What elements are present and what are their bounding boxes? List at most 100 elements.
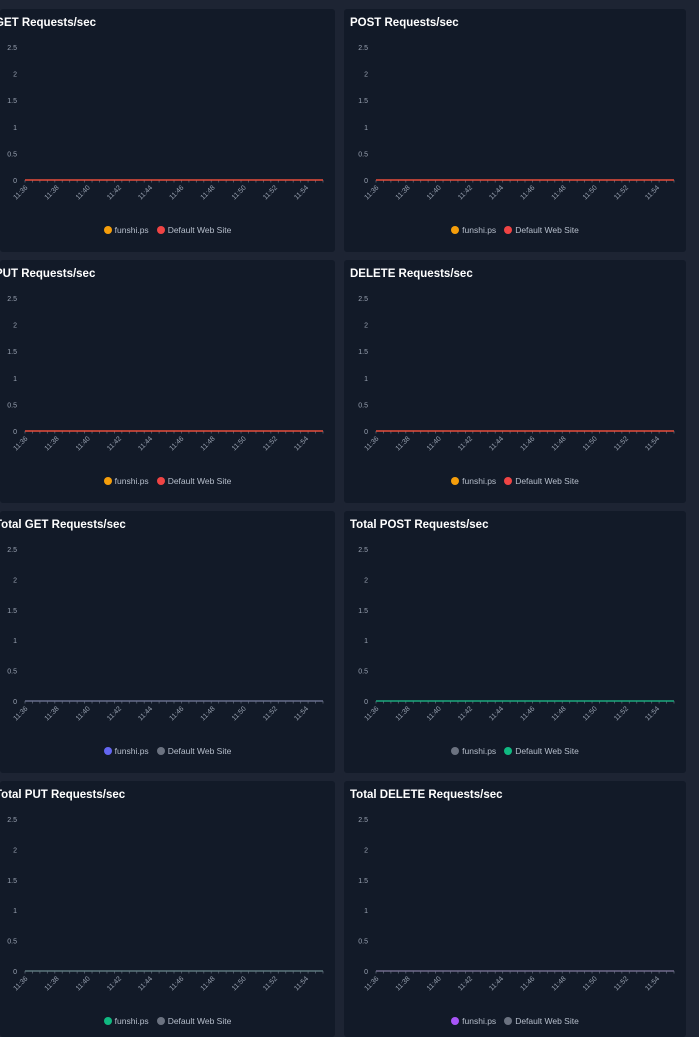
legend-dot-icon xyxy=(451,747,460,755)
y-tick-label: 0.5 xyxy=(358,669,368,676)
chart-title: Total DELETE Requests/sec xyxy=(350,789,503,801)
legend-item[interactable]: Default Web Site xyxy=(504,746,579,756)
chart-panel-post-requests: POST Requests/sec 0 0.5 1 1.5 2 2.5 11:36 11:38… xyxy=(344,9,686,252)
x-tick-label: 11:52 xyxy=(613,435,630,452)
chart-plot: 0 0.5 1 1.5 2 2.5 11:36 11:38 11:40 11:42 11:44 11:… xyxy=(7,547,324,722)
legend-label: Default Web Site xyxy=(515,476,579,486)
legend-item[interactable]: Default Web Site xyxy=(504,225,579,235)
legend-item[interactable]: funshi.ps xyxy=(451,225,496,235)
x-tick-label: 11:46 xyxy=(519,184,536,201)
y-tick-label: 1.5 xyxy=(358,878,368,885)
y-tick-label: 2.5 xyxy=(7,547,17,554)
chart-panel-total-put-requests: Total PUT Requests/sec 0 0.5 1 1.5 2 2.5 11:36… xyxy=(0,781,335,1037)
x-tick-label: 11:38 xyxy=(395,435,412,452)
chart-legend: funshi.ps Default Web Site xyxy=(344,1016,686,1026)
y-tick-label: 1 xyxy=(13,376,17,383)
legend-label: Default Web Site xyxy=(167,1016,232,1026)
x-tick-label: 11:40 xyxy=(75,705,92,722)
y-tick-label: 0 xyxy=(364,178,368,185)
x-tick-label: 11:36 xyxy=(363,705,380,722)
legend-dot-icon xyxy=(103,1017,112,1025)
x-tick-label: 11:48 xyxy=(551,975,568,992)
x-tick-label: 11:38 xyxy=(395,184,412,201)
x-tick-label: 11:48 xyxy=(551,435,568,452)
x-tick-label: 11:50 xyxy=(582,184,599,201)
y-tick-label: 2 xyxy=(13,847,17,854)
legend-label: Default Web Site xyxy=(515,746,579,756)
legend-item[interactable]: Default Web Site xyxy=(504,1016,579,1026)
legend-item[interactable]: funshi.ps xyxy=(451,1016,496,1026)
x-tick-label: 11:46 xyxy=(168,705,185,722)
y-tick-label: 2.5 xyxy=(7,817,17,824)
y-tick-label: 1.5 xyxy=(7,608,17,615)
x-tick-label: 11:52 xyxy=(262,705,279,722)
legend-label: funshi.ps xyxy=(114,476,149,486)
y-tick-label: 0.5 xyxy=(7,402,17,409)
legend-item[interactable]: funshi.ps xyxy=(103,746,149,756)
y-tick-label: 0.5 xyxy=(7,151,17,158)
x-tick-label: 11:46 xyxy=(168,975,185,992)
chart-panel-get-requests: GET Requests/sec 0 0.5 1 1.5 2 2.5 11:36 11:38 1… xyxy=(0,9,335,252)
x-tick-label: 11:54 xyxy=(644,184,661,201)
chart-title: Total POST Requests/sec xyxy=(350,519,489,531)
x-tick-label: 11:40 xyxy=(75,184,92,201)
legend-label: funshi.ps xyxy=(462,225,497,235)
x-tick-label: 11:36 xyxy=(12,184,29,201)
legend-item[interactable]: funshi.ps xyxy=(451,476,496,486)
chart-plot: 0 0.5 1 1.5 2 2.5 11:36 11:38 11:40 11:42 11:44 11:… xyxy=(7,296,324,452)
legend-dot-icon xyxy=(504,477,513,485)
x-tick-label: 11:48 xyxy=(200,705,217,722)
chart-title: Total GET Requests/sec xyxy=(0,519,126,531)
legend-item[interactable]: funshi.ps xyxy=(103,225,149,235)
y-tick-label: 0 xyxy=(364,969,368,976)
x-tick-label: 11:48 xyxy=(200,184,217,201)
x-tick-label: 11:42 xyxy=(457,705,474,722)
chart-panel-delete-requests: DELETE Requests/sec 0 0.5 1 1.5 2 2.5 11:36 11:… xyxy=(344,260,686,503)
x-tick-label: 11:36 xyxy=(363,435,380,452)
y-tick-label: 0 xyxy=(13,699,17,706)
x-tick-label: 11:42 xyxy=(106,705,123,722)
chart-plot: 0 0.5 1 1.5 2 2.5 11:36 11:38 11:40 11:42 11:44 11:… xyxy=(358,296,675,452)
legend-dot-icon xyxy=(103,477,112,485)
legend-dot-icon xyxy=(451,477,460,485)
x-tick-label: 11:42 xyxy=(106,435,123,452)
x-tick-label: 11:50 xyxy=(231,975,248,992)
y-tick-label: 1.5 xyxy=(358,98,368,105)
legend-item[interactable]: Default Web Site xyxy=(156,1016,232,1026)
y-tick-label: 1 xyxy=(364,908,368,915)
x-tick-label: 11:42 xyxy=(457,184,474,201)
x-tick-label: 11:42 xyxy=(457,435,474,452)
chart-plot: 0 0.5 1 1.5 2 2.5 11:36 11:38 11:40 11:42 11:44 11:… xyxy=(7,45,324,201)
legend-item[interactable]: funshi.ps xyxy=(103,1016,149,1026)
legend-dot-icon xyxy=(504,1017,513,1025)
legend-item[interactable]: funshi.ps xyxy=(451,746,496,756)
legend-item[interactable]: Default Web Site xyxy=(156,476,231,486)
y-tick-label: 1 xyxy=(13,638,17,645)
x-tick-label: 11:50 xyxy=(582,435,599,452)
legend-label: funshi.ps xyxy=(462,1016,497,1026)
y-tick-label: 1 xyxy=(364,638,368,645)
y-tick-label: 2.5 xyxy=(7,45,17,52)
y-tick-label: 2 xyxy=(13,323,17,330)
x-tick-label: 11:40 xyxy=(426,435,443,452)
x-tick-label: 11:50 xyxy=(582,705,599,722)
legend-item[interactable]: Default Web Site xyxy=(504,476,579,486)
chart-legend: funshi.ps Default Web Site xyxy=(0,746,335,756)
y-tick-label: 2 xyxy=(13,577,17,584)
legend-item[interactable]: Default Web Site xyxy=(156,746,231,756)
chart-plot: 0 0.5 1 1.5 2 2.5 11:36 11:38 11:40 11:42 11:44 11:… xyxy=(358,547,675,722)
y-tick-label: 2.5 xyxy=(358,45,368,52)
chart-plot: 0 0.5 1 1.5 2 2.5 11:36 11:38 11:40 11:42 11:44 11:… xyxy=(358,45,675,201)
x-tick-label: 11:52 xyxy=(262,975,279,992)
legend-item[interactable]: Default Web Site xyxy=(156,225,231,235)
x-tick-label: 11:50 xyxy=(231,705,248,722)
x-tick-label: 11:44 xyxy=(137,435,154,452)
legend-item[interactable]: funshi.ps xyxy=(103,476,149,486)
x-tick-label: 11:48 xyxy=(200,435,217,452)
legend-dot-icon xyxy=(103,226,112,234)
x-tick-label: 11:50 xyxy=(582,975,599,992)
y-tick-label: 1.5 xyxy=(358,608,368,615)
y-tick-label: 1 xyxy=(13,908,17,915)
x-tick-label: 11:44 xyxy=(488,705,505,722)
x-tick-label: 11:44 xyxy=(137,705,154,722)
